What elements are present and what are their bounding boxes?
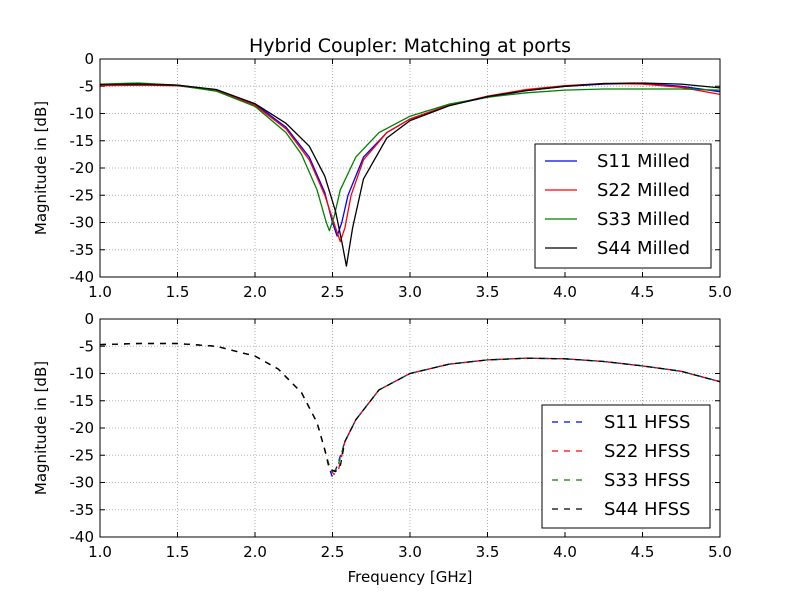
- x-tick-label: 2.0: [243, 283, 267, 301]
- legend-label: S44 HFSS: [604, 499, 690, 520]
- legend-box: [541, 404, 711, 529]
- x-tick-label: 3.0: [398, 543, 422, 561]
- y-tick-label: -40: [70, 528, 95, 546]
- legend-label: S44 Milled: [597, 238, 690, 259]
- y-tick-label: -30: [70, 214, 95, 232]
- y-tick-label: -15: [70, 132, 95, 150]
- legend-label: S22 HFSS: [604, 441, 690, 462]
- y-tick-label: -25: [70, 186, 95, 204]
- legend-label: S11 Milled: [597, 151, 690, 172]
- y-tick-label: -15: [70, 392, 95, 410]
- x-tick-label: 3.0: [398, 283, 422, 301]
- plot-frame: [99, 58, 721, 278]
- y-tick-label: -30: [70, 474, 95, 492]
- y-tick-label: 0: [84, 310, 94, 328]
- x-tick-label: 2.5: [321, 543, 345, 561]
- y-tick-label: -10: [70, 105, 95, 123]
- chart-title: Hybrid Coupler: Matching at ports: [249, 35, 571, 57]
- bottom-plot: 1.0 1.5 2.0 2.5 3.0 3.5 4.0 4.5 5.0 0 -5 -10 -15 -20 -…: [32, 310, 732, 561]
- x-tick-label: 1.0: [88, 543, 112, 561]
- x-tick-label: 4.0: [553, 283, 577, 301]
- x-tick-label: 1.5: [166, 283, 190, 301]
- x-tick-label: 4.0: [553, 543, 577, 561]
- y-tick-label: -40: [70, 268, 95, 286]
- series-line-s44-hfss: [100, 342, 720, 473]
- plot-frame: [99, 318, 721, 538]
- x-tick-label: 5.0: [708, 543, 732, 561]
- legend-label: S11 HFSS: [604, 412, 690, 433]
- x-tick-label: 5.0: [708, 283, 732, 301]
- y-tick-label: 0: [84, 50, 94, 68]
- x-tick-label: 1.0: [88, 283, 112, 301]
- y-tick-label: -5: [79, 337, 94, 355]
- x-tick-label: 4.5: [631, 283, 655, 301]
- x-tick-label: 3.5: [476, 543, 500, 561]
- x-tick-label: 2.5: [321, 283, 345, 301]
- y-axis-label: Magnitude in [dB]: [32, 361, 50, 495]
- y-tick-label: -5: [79, 77, 94, 95]
- legend-label: S33 Milled: [597, 209, 690, 230]
- legend: S11 Milled S22 Milled S33 Milled S44 Milled: [534, 143, 712, 269]
- x-tick-label: 1.5: [166, 543, 190, 561]
- legend-label: S22 Milled: [597, 180, 690, 201]
- x-tick-label: 2.0: [243, 543, 267, 561]
- y-axis-label: Magnitude in [dB]: [32, 101, 50, 235]
- y-tick-label: -20: [70, 419, 95, 437]
- y-tick-label: -25: [70, 446, 95, 464]
- series-line-s33-milled: [100, 82, 720, 232]
- series-line-s44-milled: [100, 82, 720, 267]
- x-tick-label: 3.5: [476, 283, 500, 301]
- legend-label: S33 HFSS: [604, 470, 690, 491]
- y-tick-label: -35: [70, 501, 95, 519]
- y-tick-label: -10: [70, 365, 95, 383]
- y-tick-label: -35: [70, 241, 95, 259]
- y-tick-label: -20: [70, 159, 95, 177]
- x-axis-label: Frequency [GHz]: [348, 568, 473, 586]
- x-tick-label: 4.5: [631, 543, 655, 561]
- top-plot: 1.0 1.5 2.0 2.5 3.0 3.5 4.0 4.5 5.0 0 -5 -10 -15 -20 -…: [32, 50, 732, 301]
- legend-box: [534, 143, 712, 269]
- legend: S11 HFSS S22 HFSS S33 HFSS S44 HFSS: [541, 404, 711, 529]
